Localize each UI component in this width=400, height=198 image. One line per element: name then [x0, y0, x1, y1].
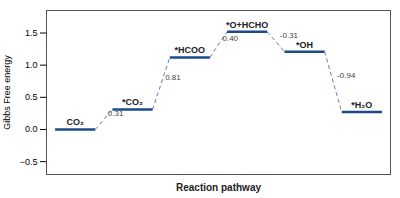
svg-text:-0.94: -0.94: [337, 71, 356, 80]
svg-text:1.5: 1.5: [25, 28, 38, 38]
svg-text:Gibbs Free energy: Gibbs Free energy: [2, 55, 12, 130]
svg-text:0.40: 0.40: [223, 34, 239, 43]
svg-text:0.81: 0.81: [165, 73, 181, 82]
svg-text:*O+HCHO: *O+HCHO: [226, 20, 268, 30]
svg-text:Reaction pathway: Reaction pathway: [176, 182, 261, 193]
svg-text:0.31: 0.31: [108, 109, 124, 118]
svg-text:*OH: *OH: [296, 40, 313, 50]
svg-text:-0.31: -0.31: [280, 31, 299, 40]
svg-text:1.0: 1.0: [25, 60, 38, 70]
svg-text:−0.5: −0.5: [20, 157, 38, 167]
svg-text:*CO₂: *CO₂: [122, 97, 143, 107]
svg-text:*H₂O: *H₂O: [351, 100, 372, 110]
svg-text:*HCOO: *HCOO: [175, 45, 206, 55]
svg-text:0.0: 0.0: [25, 124, 38, 134]
svg-text:CO₂: CO₂: [66, 117, 84, 127]
svg-text:0.5: 0.5: [25, 92, 38, 102]
